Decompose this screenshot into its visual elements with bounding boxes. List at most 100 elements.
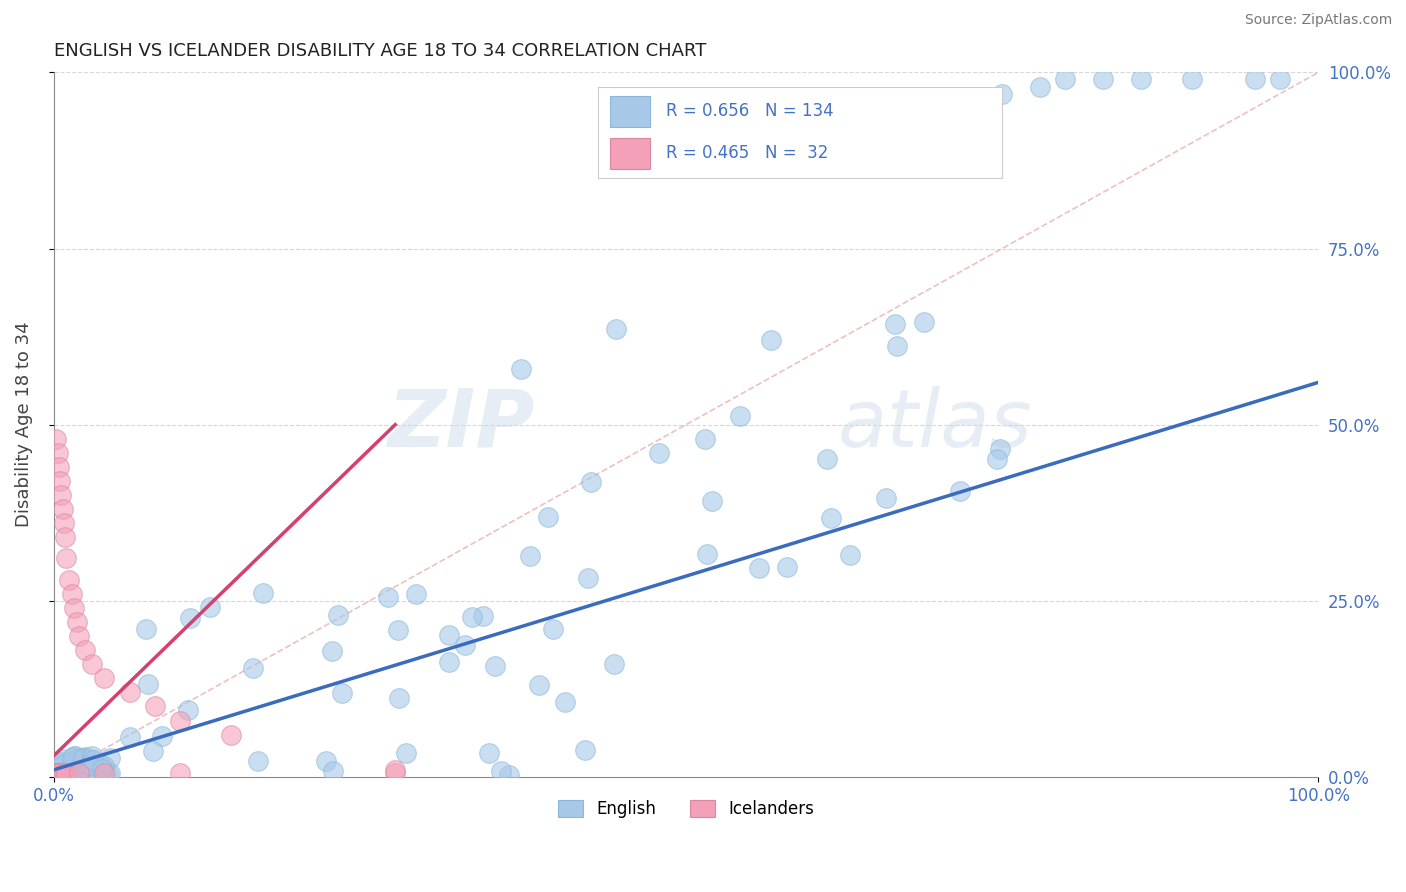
Point — [82, 753, 104, 767]
Point — [1181, 72, 1204, 87]
Point — [51, 752, 73, 766]
Point — [326, 607, 349, 622]
Point — [90, 757, 112, 772]
Point — [98, 766, 121, 780]
Point — [56, 762, 79, 776]
Point — [93, 671, 115, 685]
Point — [60, 754, 83, 768]
Point — [45, 432, 67, 446]
Point — [58, 573, 80, 587]
Point — [67, 766, 90, 780]
Point — [912, 315, 935, 329]
Point — [554, 695, 576, 709]
Point — [579, 475, 602, 489]
Point — [49, 766, 72, 780]
Point — [865, 101, 887, 115]
Point — [49, 474, 72, 488]
Point — [815, 451, 838, 466]
Point — [454, 638, 477, 652]
Point — [387, 623, 409, 637]
Point — [537, 509, 560, 524]
Point — [52, 516, 75, 531]
Point — [58, 763, 80, 777]
Point — [77, 759, 100, 773]
Point — [70, 763, 93, 777]
Point — [67, 766, 90, 780]
Point — [60, 750, 83, 764]
Point — [242, 661, 264, 675]
Point — [79, 756, 101, 770]
Point — [138, 676, 160, 690]
Point — [70, 755, 93, 769]
Point — [1054, 72, 1077, 87]
Point — [79, 757, 101, 772]
Point — [67, 763, 90, 777]
Point — [875, 491, 897, 505]
Point — [884, 317, 907, 331]
Point — [67, 768, 90, 782]
Y-axis label: Disability Age 18 to 34: Disability Age 18 to 34 — [15, 322, 32, 527]
Point — [56, 764, 79, 779]
Point — [1270, 72, 1292, 87]
Point — [67, 752, 90, 766]
Point — [63, 757, 86, 772]
Point — [84, 761, 107, 775]
Point — [66, 755, 89, 769]
Point — [84, 763, 107, 777]
Point — [72, 764, 94, 779]
Point — [439, 655, 461, 669]
Point — [98, 751, 121, 765]
Point — [63, 600, 86, 615]
Point — [73, 762, 96, 776]
Point — [48, 459, 70, 474]
Point — [77, 763, 100, 777]
Point — [60, 587, 83, 601]
Point — [91, 762, 114, 776]
Point — [53, 756, 76, 770]
Point — [75, 770, 97, 784]
Point — [94, 767, 117, 781]
Point — [437, 628, 460, 642]
Point — [80, 657, 103, 672]
Text: ZIP: ZIP — [387, 385, 534, 464]
Point — [576, 571, 599, 585]
Point — [322, 764, 344, 778]
Point — [315, 754, 337, 768]
Point — [759, 333, 782, 347]
Point — [62, 758, 84, 772]
Point — [748, 561, 770, 575]
Point — [219, 728, 242, 742]
Point — [648, 446, 671, 460]
Point — [91, 762, 114, 776]
Point — [177, 703, 200, 717]
Point — [72, 763, 94, 777]
Point — [76, 764, 98, 779]
Point — [84, 758, 107, 772]
Point — [820, 510, 842, 524]
Point — [67, 761, 90, 775]
Point — [49, 756, 72, 770]
Point — [75, 643, 97, 657]
Point — [83, 768, 105, 782]
Point — [461, 609, 484, 624]
Point — [91, 762, 114, 776]
Legend: English, Icelanders: English, Icelanders — [551, 793, 821, 825]
Point — [700, 494, 723, 508]
Point — [45, 766, 67, 780]
Point — [67, 629, 90, 643]
Point — [693, 432, 716, 446]
Point — [252, 586, 274, 600]
Point — [53, 758, 76, 772]
Point — [384, 766, 406, 780]
Point — [55, 551, 77, 566]
Point — [1244, 72, 1267, 87]
Point — [519, 549, 541, 563]
Point — [46, 446, 69, 460]
Point — [97, 767, 120, 781]
Point — [52, 502, 75, 516]
Point — [63, 749, 86, 764]
Point — [143, 699, 166, 714]
Point — [169, 714, 191, 728]
Point — [135, 622, 157, 636]
Point — [200, 600, 222, 615]
